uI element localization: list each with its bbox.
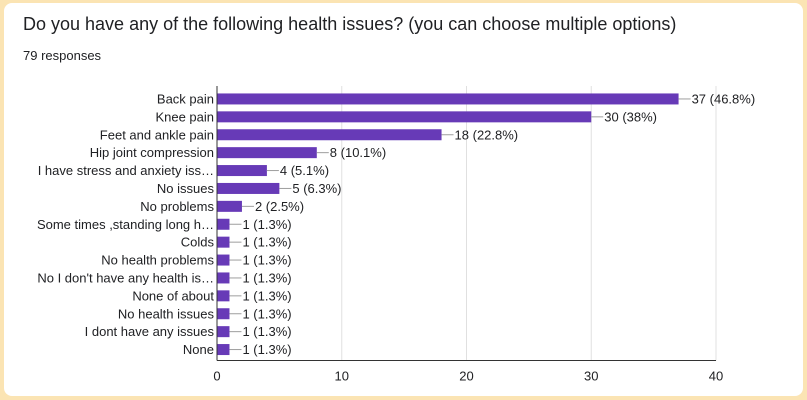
bar [217,236,230,248]
axis [216,86,716,361]
bar [217,290,230,302]
value-label: 5 (6.3%) [292,181,341,196]
category-label: I dont have any issues [85,324,215,339]
value-label: 1 (1.3%) [242,306,291,321]
value-label: 1 (1.3%) [242,270,291,285]
x-tick-label: 0 [213,369,220,384]
x-tick-label: 40 [709,369,723,384]
value-label: 2 (2.5%) [255,199,304,214]
category-label: No health issues [118,306,215,321]
bar [217,254,230,266]
chart-title: Do you have any of the following health … [23,14,677,34]
bar [217,308,230,320]
value-label: 1 (1.3%) [242,235,291,250]
value-label: 1 (1.3%) [242,253,291,268]
bar [217,165,267,177]
value-label: 1 (1.3%) [242,288,291,303]
value-label: 4 (5.1%) [280,163,329,178]
category-label: No I don't have any health is… [37,270,214,285]
bar [217,272,230,284]
category-label: No health problems [101,253,214,268]
value-label: 30 (38%) [604,109,657,124]
value-label: 8 (10.1%) [330,145,386,160]
bars [217,93,679,356]
value-label: 1 (1.3%) [242,217,291,232]
category-label: No issues [157,181,215,196]
category-label: None of about [132,288,214,303]
value-label: 18 (22.8%) [455,127,519,142]
category-label: Knee pain [155,109,214,124]
bar [217,147,317,159]
category-label: Back pain [157,91,214,106]
bar [217,93,679,105]
category-label: Feet and ankle pain [100,127,214,142]
bar [217,111,592,123]
bar [217,129,442,141]
category-label: No problems [140,199,214,214]
category-label: None [183,342,214,357]
bar [217,218,230,230]
labels: 0 10 20 30 40 Back pain 37 (46.8%) Knee pain 30 … [37,91,755,383]
bar [217,326,230,338]
category-label: Colds [181,235,215,250]
category-label: I have stress and anxiety iss… [38,163,214,178]
response-count: 79 responses [23,48,102,63]
bar [217,182,280,194]
bar-chart: 0 10 20 30 40 Back pain 37 (46.8%) Knee pain 30 … [37,86,755,384]
gridlines [341,86,717,361]
bar [217,200,242,212]
bar [217,344,230,356]
category-label: Some times ,standing long h… [37,217,214,232]
x-tick-label: 30 [584,369,598,384]
chart-card: Do you have any of the following health … [4,3,803,396]
value-label: 1 (1.3%) [242,324,291,339]
category-label: Hip joint compression [90,145,214,160]
x-tick-label: 20 [459,369,473,384]
value-label: 37 (46.8%) [692,91,756,106]
x-tick-label: 10 [335,369,349,384]
value-label: 1 (1.3%) [242,342,291,357]
